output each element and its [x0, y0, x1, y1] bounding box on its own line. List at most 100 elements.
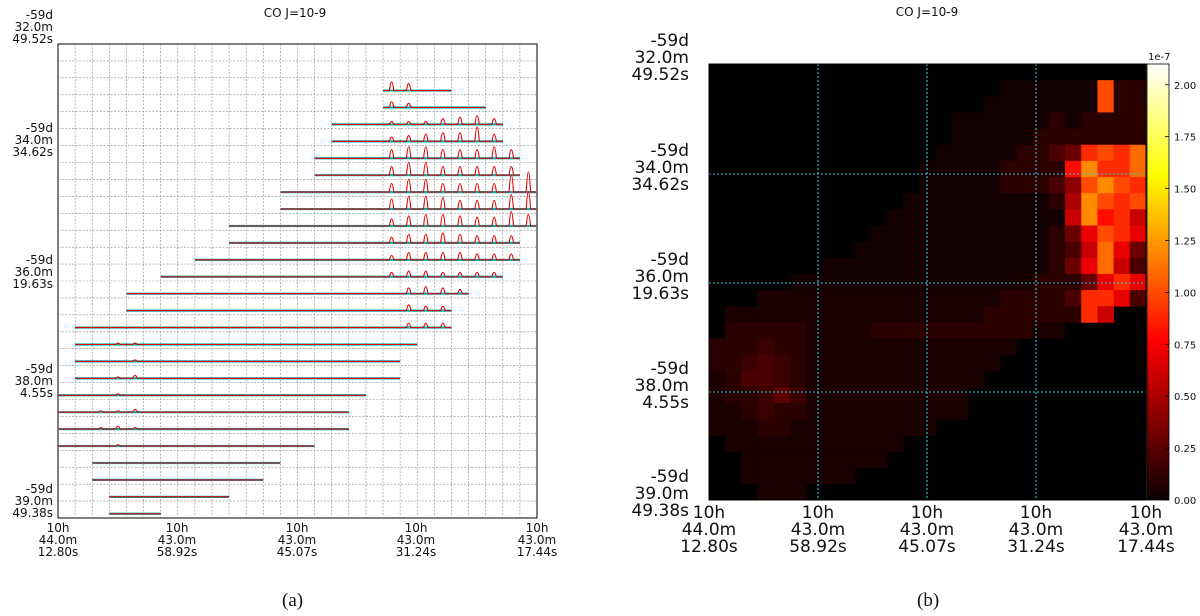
heatmap-cell	[984, 322, 1001, 339]
heatmap-cell	[1000, 80, 1017, 97]
heatmap-cell	[903, 322, 920, 339]
heatmap-cell	[1000, 241, 1017, 259]
spectrum-fit	[160, 270, 503, 278]
heatmap-cell	[1032, 225, 1050, 243]
heatmap-cell	[1113, 160, 1131, 178]
heatmap-cell	[789, 435, 807, 452]
heatmap-cell	[919, 177, 936, 194]
y-tick-label-line: 19.63s	[12, 277, 53, 291]
heatmap-cell	[984, 193, 1001, 210]
y-tick-label-line: 49.38s	[631, 501, 689, 521]
heatmap-cell	[935, 338, 953, 356]
y-tick-label-line: 38.0m	[635, 376, 689, 396]
heatmap-cell	[1000, 160, 1017, 178]
heatmap-cell	[822, 403, 839, 420]
heatmap-cell	[870, 273, 888, 291]
heatmap-cell	[1065, 257, 1082, 275]
x-tick-label: 10h 43.0m 58.92s	[789, 503, 847, 557]
heatmap-cell	[838, 467, 856, 485]
heatmap-cell	[967, 177, 985, 194]
heatmap-cell	[854, 338, 872, 356]
heatmap-cell	[789, 338, 807, 356]
y-tick-label: -59d 36.0m 19.63s	[12, 253, 53, 291]
y-tick-label-line: -59d	[26, 121, 53, 135]
y-tick-label-line: -59d	[650, 250, 689, 270]
heatmap-cell	[1048, 225, 1066, 243]
x-tick-label-line: 43.0m	[900, 520, 954, 540]
heatmap-cell	[838, 257, 856, 275]
heatmap-cell	[1097, 306, 1115, 323]
spectrum-fit	[331, 115, 503, 125]
x-tick-label-line: 43.0m	[518, 533, 556, 547]
heatmap-cell	[919, 370, 936, 388]
heatmap-cell	[951, 354, 969, 372]
heatmap-cell	[838, 419, 856, 436]
heatmap-cell	[1065, 273, 1082, 291]
heatmap-cell	[1113, 112, 1131, 129]
heatmap-cell	[1048, 128, 1066, 146]
heatmap-cell	[1016, 290, 1034, 307]
x-tick-label: 10h 44.0m 12.80s	[38, 521, 79, 559]
heatmap-cell	[725, 338, 742, 356]
heatmap-cell	[822, 370, 839, 388]
y-tick-label: -59d 38.0m 4.55s	[635, 359, 690, 413]
heatmap-cell	[741, 467, 758, 485]
heatmap-cell	[1097, 128, 1115, 146]
heatmap-cell	[854, 370, 872, 388]
x-tick-label-line: 10h	[693, 503, 725, 523]
colorbar-tick-label: 0.75	[1174, 340, 1196, 351]
y-tick-label-line: 49.52s	[631, 65, 689, 85]
heatmap-cell	[725, 306, 742, 323]
heatmap-cell	[1065, 241, 1082, 259]
heatmap-cell	[822, 257, 839, 275]
heatmap-cell	[838, 306, 856, 323]
heatmap-cell	[984, 354, 1001, 372]
heatmap-cell	[919, 419, 936, 436]
x-tick-label-line: 43.0m	[397, 533, 435, 547]
heatmap-cell	[1048, 290, 1066, 307]
heatmap-cell	[1000, 290, 1017, 307]
spectrum-fit	[126, 304, 452, 312]
heatmap-cell	[1081, 193, 1098, 210]
heatmap-cell	[1097, 144, 1115, 162]
heatmap-cell	[1048, 273, 1066, 291]
heatmap-cell	[1048, 160, 1066, 178]
heatmap-cell	[1065, 160, 1082, 178]
heatmap-cell	[951, 290, 969, 307]
heatmap-cell	[838, 403, 856, 420]
heatmap-cell	[903, 193, 920, 210]
heatmap-cell	[838, 354, 856, 372]
heatmap-cell	[822, 306, 839, 323]
heatmap-cell	[838, 451, 856, 469]
heatmap-cell	[822, 386, 839, 404]
heatmap-cell	[1097, 96, 1115, 113]
heatmap-cell	[838, 435, 856, 452]
heatmap-cell	[1016, 273, 1034, 291]
spectrum-fit	[314, 146, 520, 159]
x-tick-label: 10h 43.0m 17.44s	[517, 521, 558, 559]
x-tick-label-line: 10h	[1020, 503, 1052, 523]
heatmap-cell	[1065, 225, 1082, 243]
heatmap-cell	[822, 354, 839, 372]
heatmap-cell	[854, 403, 872, 420]
heatmap-cell	[1081, 160, 1098, 178]
heatmap-cell	[870, 451, 888, 469]
y-tick-label-line: 32.0m	[635, 48, 689, 68]
heatmap-cell	[822, 451, 839, 469]
heatmap-cell	[838, 273, 856, 291]
heatmap-cell	[789, 419, 807, 436]
heatmap-cell	[1129, 177, 1147, 194]
heatmap-cell	[967, 241, 985, 259]
y-tick-label: -59d 36.0m 19.63s	[631, 250, 689, 304]
heatmap-cell	[1032, 241, 1050, 259]
heatmap-cell	[951, 273, 969, 291]
heatmap-cell	[919, 160, 936, 178]
heatmap-cell	[741, 435, 758, 452]
heatmap-cell	[1129, 290, 1147, 307]
spectrum-fit	[58, 393, 366, 396]
heatmap-cell	[1081, 290, 1098, 307]
spectrum-fit	[194, 252, 520, 261]
heatmap-cell	[951, 128, 969, 146]
heatmap-cell	[967, 128, 985, 146]
heatmap-cell	[1129, 257, 1147, 275]
